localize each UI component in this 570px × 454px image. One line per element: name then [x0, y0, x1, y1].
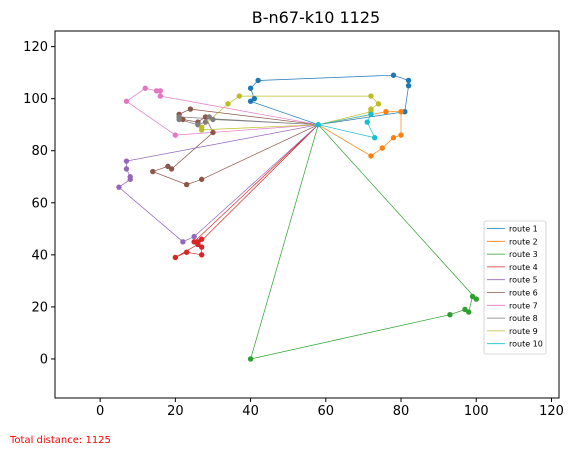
route-7-point — [172, 132, 179, 138]
x-tick-label: 20 — [167, 404, 184, 419]
route-4-point — [198, 252, 205, 258]
route-3-point — [462, 306, 468, 313]
route-4-point — [172, 254, 179, 261]
route-1-point — [247, 85, 254, 91]
route-2-point — [398, 108, 404, 115]
legend-label: route 9 — [509, 327, 538, 336]
legend-label: route 1 — [509, 225, 538, 234]
depot-point — [315, 122, 321, 128]
y-tick-label: 60 — [31, 196, 48, 211]
plot-frame — [54, 30, 560, 399]
route-1-point — [255, 77, 261, 84]
route-2-point — [398, 132, 404, 138]
x-tick-label: 0 — [96, 404, 104, 419]
route-5-point — [127, 176, 133, 183]
route-3-point — [466, 309, 472, 315]
y-tick-label: 80 — [31, 144, 48, 159]
route-8-point — [202, 119, 209, 125]
route-1-point — [405, 77, 412, 84]
x-tick-label: 80 — [393, 404, 410, 419]
route-9-point — [225, 101, 231, 107]
chart-title: B-n67-k10 1125 — [252, 8, 380, 27]
y-tick-label: 120 — [23, 40, 48, 55]
route-4-point — [183, 249, 190, 255]
route-6-point — [180, 116, 186, 123]
route-1-point — [405, 82, 412, 89]
legend-label: route 4 — [509, 263, 538, 272]
route-3-point — [469, 293, 476, 300]
route-4-point — [198, 236, 205, 242]
route-8-point — [195, 122, 201, 128]
route-3-point — [247, 356, 254, 362]
route-5-point — [191, 233, 197, 240]
route-4-point — [195, 241, 201, 248]
route-6-point — [202, 114, 209, 120]
route-6-point — [183, 181, 190, 188]
route-8-point — [210, 116, 216, 123]
route-9-point — [236, 93, 242, 99]
route-7-point — [123, 98, 130, 104]
route-6-point — [165, 163, 171, 170]
points-layer — [116, 72, 479, 362]
route-7-point — [157, 93, 164, 99]
route-5-point — [123, 158, 130, 164]
route-7-point — [153, 88, 160, 94]
route-6-point — [168, 166, 175, 172]
route-6-point — [210, 129, 216, 136]
legend-label: route 5 — [509, 276, 538, 285]
total-distance-label: Total distance: 1125 — [9, 435, 111, 446]
route-7-point — [157, 88, 164, 94]
route-2-point — [368, 153, 374, 159]
route-4-point — [198, 244, 205, 250]
legend-label: route 10 — [509, 340, 543, 349]
route-5-point — [180, 239, 186, 245]
route-1-point — [402, 108, 408, 115]
route-2-point — [379, 145, 385, 151]
legend-label: route 8 — [509, 314, 538, 323]
route-9-point — [375, 101, 382, 107]
route-9-point — [198, 124, 205, 131]
y-axis: 0 20 40 60 80 100 120 — [23, 40, 55, 367]
legend-label: route 2 — [509, 237, 538, 246]
y-tick-label: 40 — [31, 248, 48, 263]
route-10-point — [372, 135, 378, 141]
route-3-point — [473, 296, 479, 302]
route-3-point — [447, 312, 453, 318]
y-tick-label: 100 — [23, 92, 48, 107]
x-tick-label: 120 — [539, 404, 564, 419]
route-5-point — [116, 184, 122, 190]
route-1-point — [251, 95, 258, 102]
route-5-point — [123, 166, 130, 172]
route-10-point — [364, 119, 370, 125]
route-2-point — [390, 135, 397, 141]
route-6-point — [150, 168, 156, 175]
route-8-point — [176, 116, 182, 123]
legend-label: route 3 — [509, 250, 538, 259]
route-1-point — [247, 98, 254, 104]
route-7-point — [142, 85, 148, 91]
y-tick-label: 20 — [31, 300, 48, 315]
legend-label: route 6 — [509, 289, 538, 298]
route-10-point — [368, 111, 374, 117]
route-6-point — [187, 106, 194, 112]
route-4-point — [191, 239, 197, 245]
route-1-point — [390, 72, 397, 78]
x-tick-label: 100 — [464, 404, 489, 419]
x-tick-label: 60 — [318, 404, 335, 419]
x-tick-label: 40 — [242, 404, 259, 419]
y-tick-label: 0 — [40, 352, 48, 367]
route-8-point — [206, 114, 212, 120]
route-6-point — [198, 176, 205, 183]
x-axis: 0 20 40 60 80 100 120 — [96, 398, 564, 419]
route-9-point — [368, 93, 374, 99]
legend: route 1 route 2 route 3 route 4 route 5 route… — [483, 220, 547, 355]
legend-label: route 7 — [509, 301, 538, 310]
route-2-point — [383, 108, 389, 115]
